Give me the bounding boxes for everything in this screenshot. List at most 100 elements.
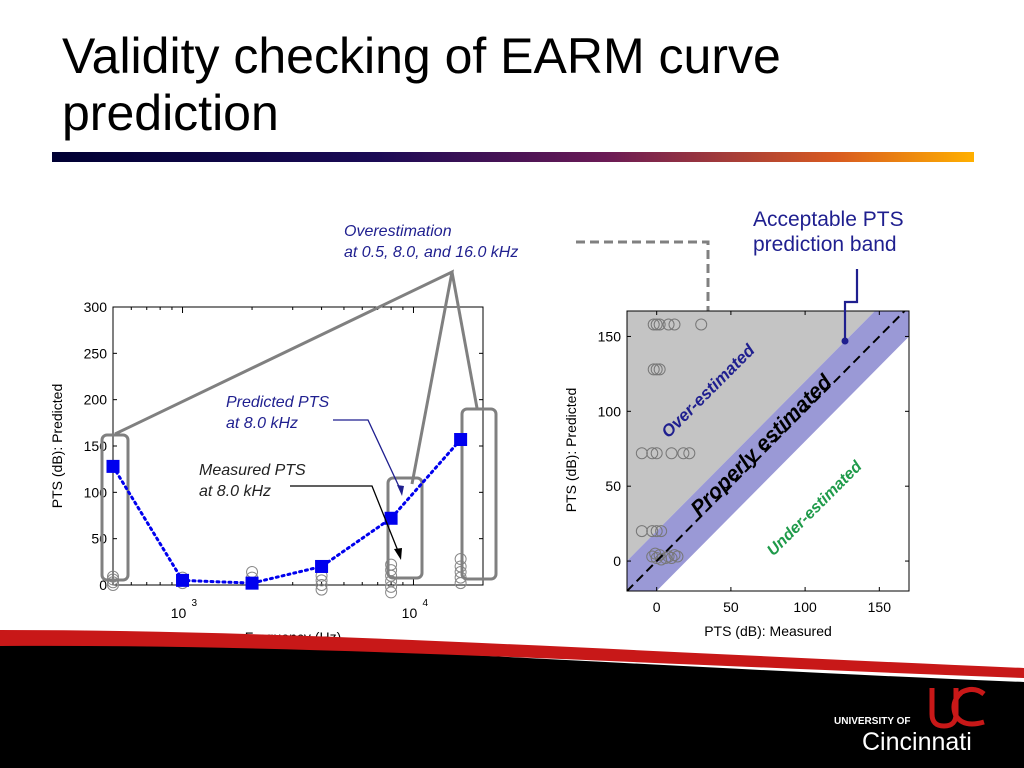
y-tick-label: 50 <box>91 531 107 547</box>
measured-point <box>107 570 119 583</box>
overestimation-highlight-boxes <box>100 407 498 582</box>
band-line-1: Acceptable PTS <box>753 208 904 231</box>
comparison-point <box>683 447 696 460</box>
band-pointer-line <box>843 269 859 338</box>
frequency-y-axis-label: PTS (dB): Predicted <box>49 384 65 509</box>
predicted-point-marker <box>315 559 329 573</box>
measured-line-2: at 8.0 kHz <box>199 483 272 500</box>
predicted-point-marker <box>384 511 398 525</box>
comparison-point <box>671 550 684 563</box>
predicted-pointer <box>333 419 404 496</box>
y-tick-label: 150 <box>84 438 108 454</box>
comparison-y-ticks: 0 50 100 150 <box>598 328 909 569</box>
predicted-line-2: at 8.0 kHz <box>226 415 299 432</box>
comparison-point <box>635 525 648 538</box>
comparison-point <box>668 318 681 331</box>
title-underline-rule <box>52 152 974 162</box>
predicted-pts-markers <box>106 433 468 590</box>
pointer-to-16khz <box>450 271 479 409</box>
footer-red-stripe <box>0 630 1024 678</box>
comparison-point <box>650 318 663 331</box>
comparison-points <box>635 318 708 566</box>
comparison-point <box>653 318 666 331</box>
x-tick-base: 10 <box>402 605 418 621</box>
y-tick-label: 0 <box>99 577 107 593</box>
prediction-band-annotation: Acceptable PTS prediction band <box>753 207 904 257</box>
comparison-point <box>635 447 648 460</box>
comparison-plot-frame <box>626 310 910 592</box>
band-pointer <box>841 269 859 345</box>
measured-pts-annotation: Measured PTS at 8.0 kHz <box>199 460 306 502</box>
comparison-point <box>650 363 663 376</box>
predicted-pts-annotation: Predicted PTS at 8.0 kHz <box>226 392 329 434</box>
predicted-pointer-arrowhead <box>397 485 404 496</box>
comparison-x-axis-label: PTS (dB): Measured <box>704 623 832 639</box>
comparison-point <box>665 552 678 565</box>
predicted-point-marker <box>245 576 259 590</box>
under-estimated-label: Under-estimated <box>764 457 866 559</box>
y-tick-label: 100 <box>84 484 108 500</box>
frequency-plot-frame <box>112 306 484 586</box>
comparison-y-axis-label: PTS (dB): Predicted <box>563 388 579 513</box>
measured-point <box>385 564 398 577</box>
y-tick-label: 150 <box>598 328 622 344</box>
predicted-line-1: Predicted PTS <box>226 394 330 411</box>
identity-diagonal-line <box>627 311 906 591</box>
overestimation-line-2: at 0.5, 8.0, and 16.0 kHz <box>344 244 519 261</box>
highlight-box-16khz <box>460 407 498 581</box>
measured-pts-circles <box>107 553 467 599</box>
comparison-point <box>665 447 678 460</box>
predicted-pts-line <box>111 438 463 585</box>
measured-point <box>385 558 398 571</box>
university-logo: UNIVERSITY OF Cincinnati <box>834 684 994 756</box>
comparison-point <box>653 549 666 562</box>
measured-point <box>107 576 119 589</box>
y-tick-label: 50 <box>605 478 621 494</box>
comparison-point <box>646 525 659 538</box>
x-tick-label: 50 <box>723 599 739 615</box>
x-tick-label: 100 <box>793 599 817 615</box>
comparison-point <box>650 525 663 538</box>
comparison-point <box>677 447 690 460</box>
comparison-point <box>647 363 660 376</box>
predicted-point-marker <box>454 433 468 447</box>
pointer-to-500hz-and-8khz <box>114 269 455 485</box>
comparison-point <box>655 525 668 538</box>
measured-point <box>315 574 328 587</box>
x-tick-label: 10 4 <box>402 598 429 621</box>
x-tick-label: 10 3 <box>171 598 198 621</box>
band-line-2: prediction band <box>753 233 897 256</box>
measured-point <box>315 583 328 596</box>
highlight-box-500hz <box>100 433 130 582</box>
measured-line-1: Measured PTS <box>199 462 306 479</box>
uc-logo-line-2: Cincinnati <box>862 728 972 754</box>
title-line-2: prediction <box>62 85 279 141</box>
predicted-point-marker <box>106 459 120 473</box>
y-tick-label: 250 <box>84 345 108 361</box>
overestimation-annotation: Overestimation at 0.5, 8.0, and 16.0 kHz <box>344 221 518 263</box>
frequency-x-ticks: 10 3 10 4 <box>112 307 484 621</box>
comparison-point <box>653 363 666 376</box>
overestimation-pointer-lines <box>114 269 479 485</box>
footer-swoosh <box>0 630 1024 768</box>
measured-pointer-line <box>290 485 401 557</box>
footer-black-band <box>0 641 1024 768</box>
band-pointer-dot <box>841 337 849 345</box>
x-tick-exponent: 4 <box>422 598 428 609</box>
x-tick-base: 10 <box>171 605 187 621</box>
y-tick-label: 100 <box>598 403 622 419</box>
comparison-point <box>662 550 675 563</box>
measured-point <box>315 579 328 591</box>
comparison-point <box>647 318 660 331</box>
uc-emblem-c <box>951 686 986 727</box>
y-tick-label: 0 <box>613 553 621 569</box>
y-tick-label: 200 <box>84 392 108 408</box>
title-line-1: Validity checking of EARM curve <box>62 28 781 84</box>
predicted-pointer-line <box>333 419 403 494</box>
comparison-point <box>650 447 663 460</box>
measured-pointer <box>290 485 402 560</box>
highlight-box-8khz <box>386 476 424 580</box>
comparison-point <box>646 447 659 460</box>
